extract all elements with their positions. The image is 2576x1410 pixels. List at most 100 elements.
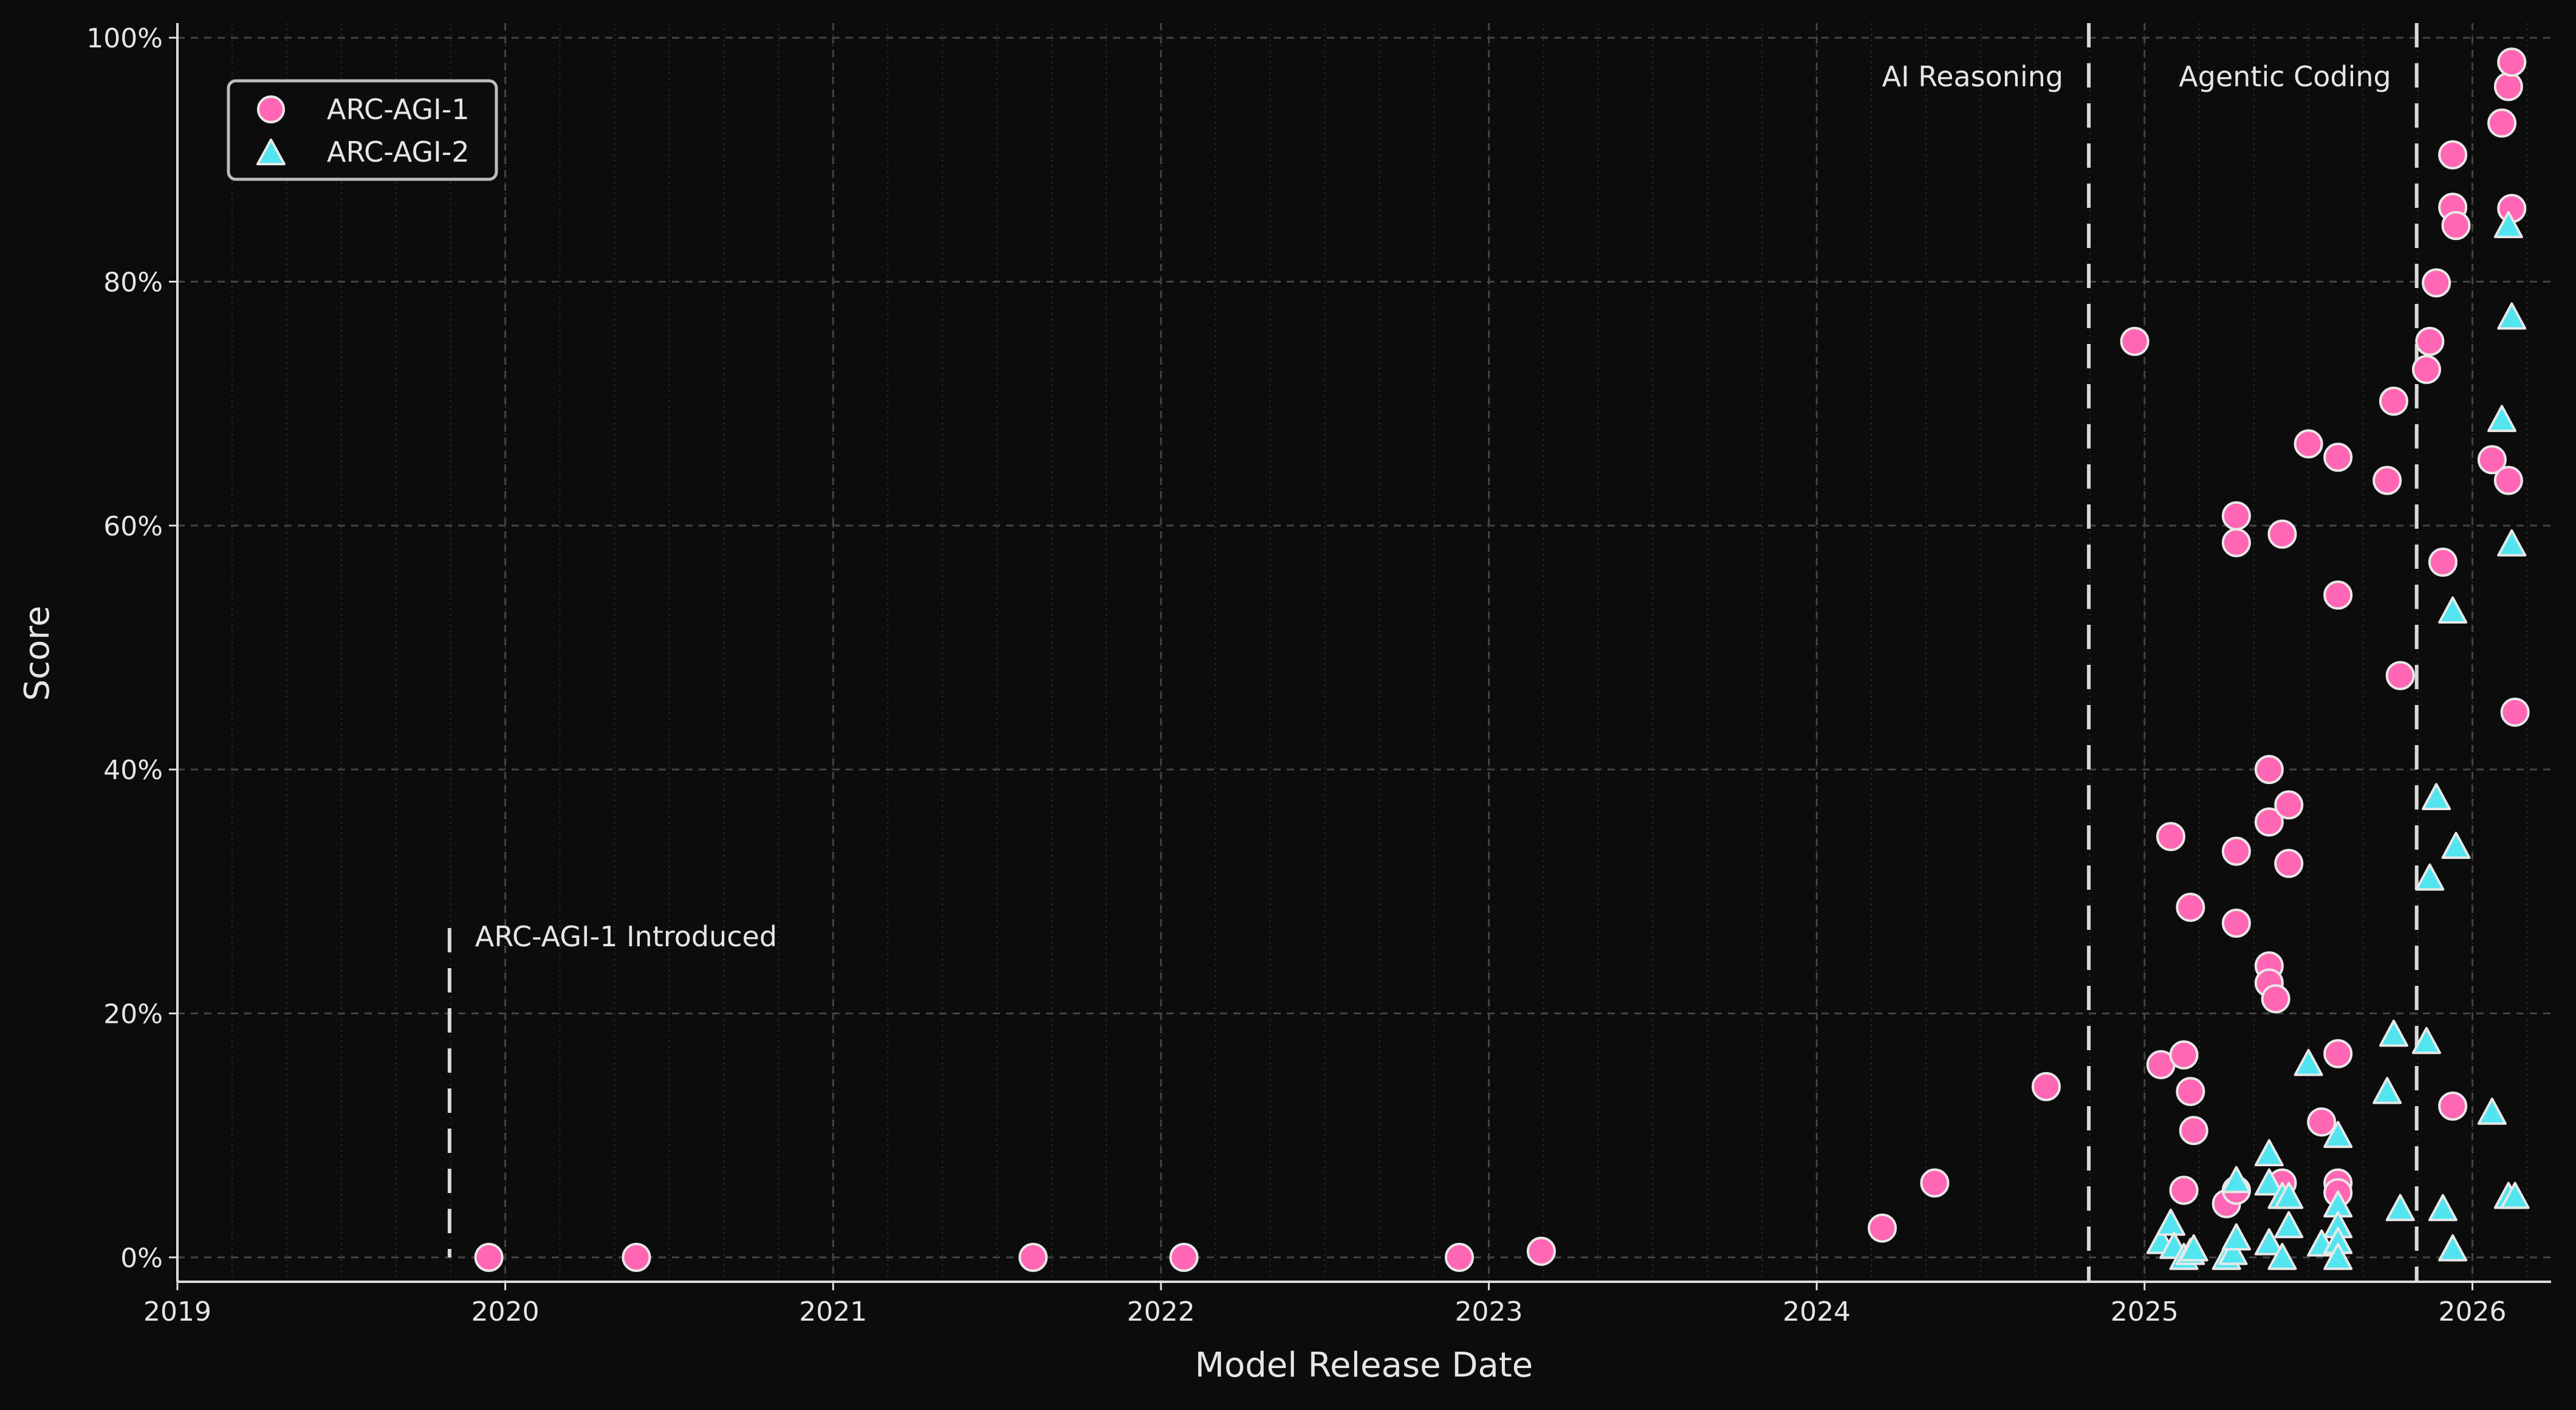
point-arc-agi-2 <box>2441 831 2471 859</box>
annotations: ARC-AGI-1 Introduced AI Reasoning Agentic … <box>447 23 2419 1282</box>
point-arc-agi-1 <box>2385 661 2415 690</box>
point-arc-agi-1 <box>2323 442 2353 472</box>
point-arc-agi-2 <box>2156 1208 2186 1236</box>
point-arc-agi-2 <box>2500 1181 2530 1209</box>
point-arc-agi-1 <box>2176 1076 2205 1106</box>
point-arc-agi-2 <box>2411 1027 2441 1054</box>
point-arc-agi-1 <box>2254 755 2284 785</box>
point-arc-agi-1 <box>1444 1242 1474 1272</box>
y-axis-label: Score <box>18 606 57 701</box>
point-arc-agi-1 <box>622 1242 651 1272</box>
point-arc-agi-1 <box>2323 580 2353 610</box>
point-arc-agi-2 <box>2428 1194 2458 1222</box>
point-arc-agi-2 <box>2422 783 2451 811</box>
point-arc-agi-2 <box>2493 211 2523 238</box>
legend-label-arc-agi-1: ARC-AGI-1 <box>327 93 470 126</box>
point-arc-agi-1 <box>2274 848 2304 878</box>
point-arc-agi-1 <box>2323 1039 2353 1068</box>
point-arc-agi-1 <box>2477 445 2507 475</box>
point-arc-agi-1 <box>2307 1107 2337 1137</box>
point-arc-agi-2 <box>2218 1237 2248 1265</box>
x-tick-label: 2025 <box>2111 1296 2179 1327</box>
y-tick-label: 0% <box>120 1243 163 1274</box>
point-arc-agi-2 <box>2293 1048 2323 1076</box>
point-arc-agi-2 <box>2254 1168 2284 1196</box>
point-arc-agi-2 <box>2438 1234 2468 1262</box>
x-tick-label: 2026 <box>2438 1296 2506 1327</box>
annotation-label: AI Reasoning <box>1882 60 2063 93</box>
point-arc-agi-1 <box>1920 1168 1950 1198</box>
point-arc-agi-1 <box>1526 1236 1556 1266</box>
point-arc-agi-1 <box>2274 790 2304 820</box>
point-arc-agi-1 <box>474 1242 504 1272</box>
point-arc-agi-2 <box>2487 405 2517 432</box>
point-arc-agi-2 <box>2497 529 2527 557</box>
point-arc-agi-1 <box>2493 72 2523 101</box>
point-arc-agi-1 <box>2438 1092 2468 1121</box>
point-arc-agi-1 <box>2411 354 2441 384</box>
point-arc-agi-1 <box>2372 466 2402 495</box>
point-arc-agi-2 <box>2323 1121 2353 1148</box>
point-arc-agi-1 <box>2422 268 2451 298</box>
point-arc-agi-1 <box>2221 528 2251 557</box>
point-arc-agi-2 <box>2221 1223 2251 1251</box>
legend: ARC-AGI-1 ARC-AGI-2 <box>227 79 498 181</box>
point-arc-agi-1 <box>2221 501 2251 531</box>
point-arc-agi-1 <box>2221 909 2251 938</box>
point-arc-agi-2 <box>2254 1139 2284 1166</box>
point-arc-agi-1 <box>2415 326 2445 356</box>
point-arc-agi-1 <box>1868 1213 1897 1243</box>
point-arc-agi-1 <box>2176 892 2205 922</box>
point-arc-agi-2 <box>2497 302 2527 330</box>
point-arc-agi-1 <box>2156 822 2186 851</box>
point-arc-agi-1 <box>2031 1071 2061 1101</box>
y-tick-label: 80% <box>103 267 163 298</box>
legend-box <box>227 79 498 181</box>
x-axis-label: Model Release Date <box>1195 1346 1533 1385</box>
x-tick-label: 2019 <box>143 1296 211 1327</box>
point-arc-agi-2 <box>2415 863 2445 891</box>
point-arc-agi-2 <box>2274 1211 2304 1239</box>
legend-marker-arc-agi-1 <box>257 95 285 123</box>
point-arc-agi-1 <box>1169 1242 1199 1272</box>
x-tick-label: 2024 <box>1783 1296 1851 1327</box>
point-arc-agi-2 <box>2221 1166 2251 1194</box>
point-arc-agi-2 <box>2477 1098 2507 1125</box>
point-arc-agi-1 <box>2221 836 2251 866</box>
x-tick-label: 2023 <box>1455 1296 1523 1327</box>
y-tick-label: 100% <box>86 23 163 54</box>
axes: 2019 2020 2021 2022 2023 2024 2025 2026 0% 20% 40%… <box>86 23 2551 1327</box>
x-tick-label: 2020 <box>471 1296 540 1327</box>
point-arc-agi-1 <box>1018 1242 1048 1272</box>
point-arc-agi-2 <box>2179 1234 2208 1262</box>
annotation-label: Agentic Coding <box>2179 60 2391 93</box>
grid <box>176 23 2551 1282</box>
point-arc-agi-2 <box>2323 1242 2353 1270</box>
point-arc-agi-1 <box>2267 519 2297 549</box>
legend-label-arc-agi-2: ARC-AGI-2 <box>327 136 470 168</box>
y-tick-label: 40% <box>103 755 163 786</box>
point-arc-agi-1 <box>2379 387 2408 416</box>
point-arc-agi-1 <box>2500 697 2530 727</box>
point-arc-agi-2 <box>2385 1194 2415 1222</box>
y-tick-label: 20% <box>103 999 163 1030</box>
point-arc-agi-1 <box>2169 1040 2199 1070</box>
point-arc-agi-2 <box>2267 1242 2297 1270</box>
point-arc-agi-1 <box>2487 108 2517 138</box>
x-tick-label: 2021 <box>799 1296 867 1327</box>
point-arc-agi-2 <box>2379 1019 2408 1047</box>
point-arc-agi-1 <box>2428 547 2458 577</box>
point-arc-agi-2 <box>2372 1076 2402 1104</box>
point-arc-agi-1 <box>2441 211 2471 241</box>
point-arc-agi-2 <box>2254 1228 2284 1256</box>
point-arc-agi-2 <box>2274 1181 2304 1209</box>
legend-marker-arc-agi-2 <box>256 139 286 165</box>
annotation-label: ARC-AGI-1 Introduced <box>475 920 777 953</box>
point-arc-agi-1 <box>2120 326 2150 356</box>
point-arc-agi-1 <box>2261 984 2290 1014</box>
point-arc-agi-1 <box>2254 807 2284 837</box>
point-arc-agi-1 <box>2293 429 2323 459</box>
data-points <box>474 47 2530 1272</box>
y-tick-label: 60% <box>103 511 163 542</box>
